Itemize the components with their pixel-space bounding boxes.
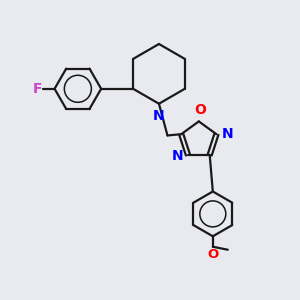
Text: N: N [172, 149, 184, 164]
Text: O: O [194, 103, 206, 117]
Text: N: N [153, 109, 165, 123]
Text: F: F [32, 82, 42, 96]
Text: N: N [222, 127, 233, 141]
Text: O: O [207, 248, 218, 261]
